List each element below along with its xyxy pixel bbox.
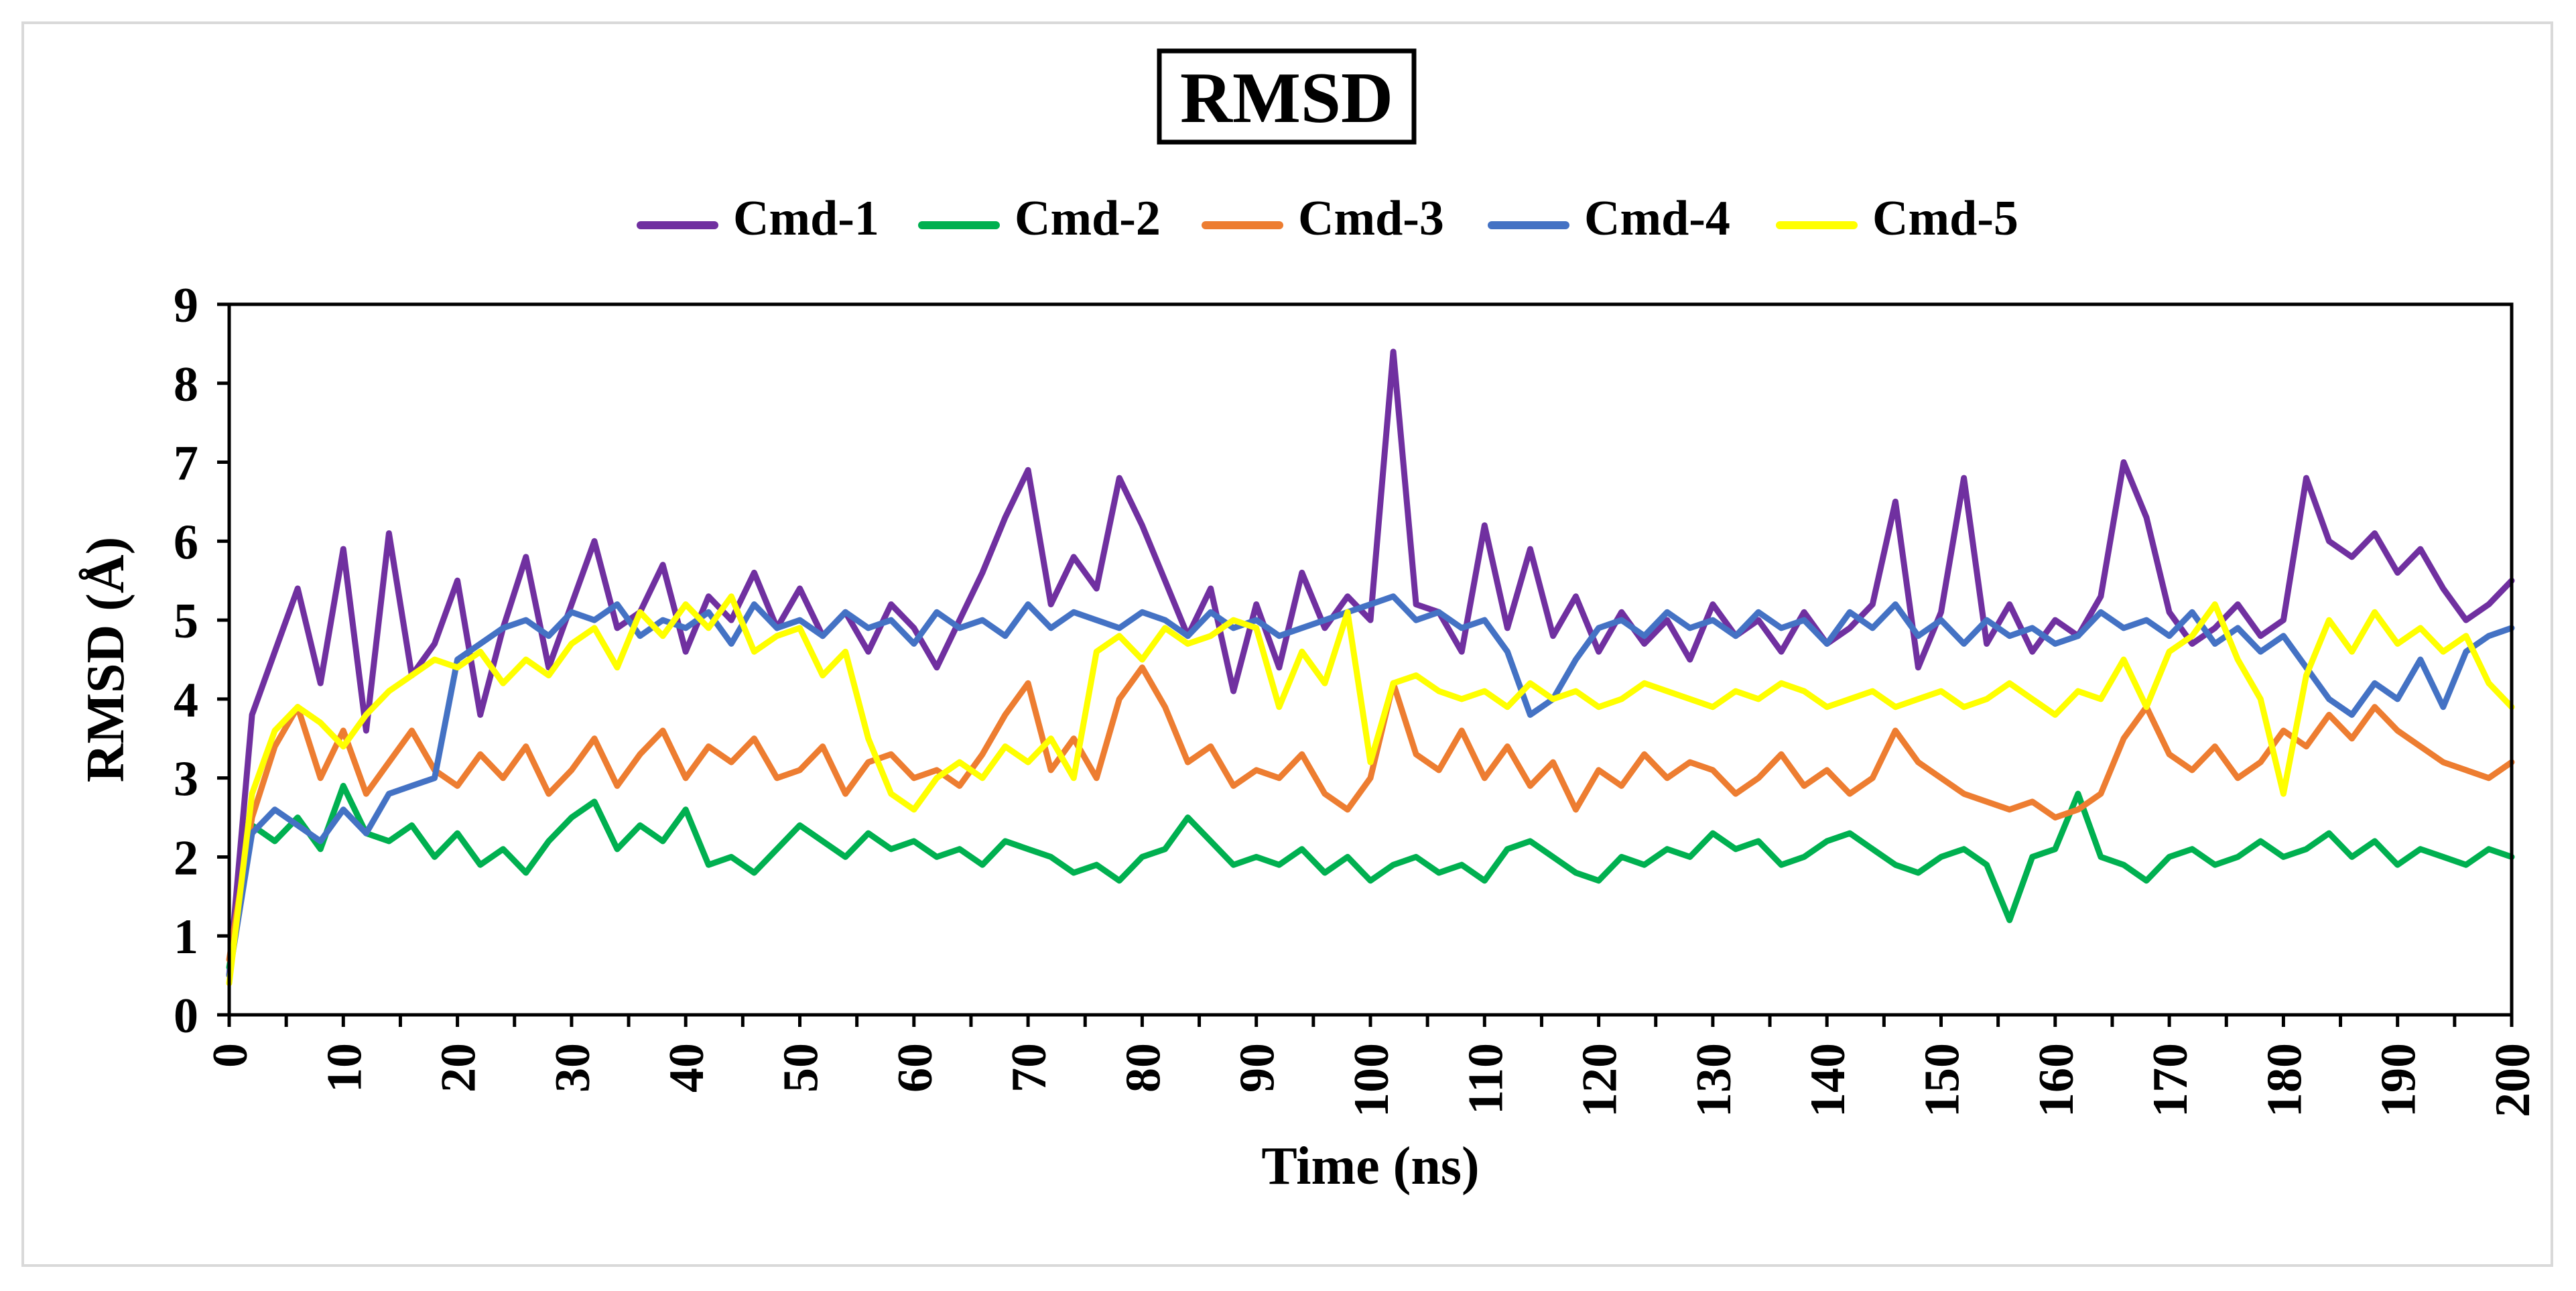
x-tick-label: 30 (545, 1043, 600, 1093)
legend-label-cmd-5: Cmd-5 (1872, 191, 2018, 246)
x-tick-label: 140 (1801, 1043, 1856, 1117)
x-tick-label: 0 (203, 1043, 258, 1068)
x-tick-label: 180 (2257, 1043, 2312, 1117)
x-tick-label: 200 (2486, 1043, 2540, 1117)
legend-label-cmd-2: Cmd-2 (1015, 191, 1161, 246)
x-tick-label: 190 (2372, 1043, 2427, 1117)
x-tick-label: 110 (1458, 1043, 1513, 1115)
series-layer (226, 349, 2515, 987)
x-tick-label: 80 (1116, 1043, 1171, 1093)
y-tick-label: 2 (174, 831, 198, 885)
chart-title: RMSD (1180, 58, 1393, 138)
legend: Cmd-1 Cmd-2 Cmd-3 Cmd-4 Cmd-5 (637, 191, 2018, 246)
y-tick-label: 3 (174, 752, 198, 807)
x-tick-label: 130 (1687, 1043, 1742, 1117)
x-tick-label: 10 (317, 1043, 372, 1093)
legend-label-cmd-1: Cmd-1 (733, 191, 879, 246)
x-tick-label: 160 (2029, 1043, 2084, 1117)
y-tick-label: 5 (174, 594, 198, 649)
y-axis-label: RMSD (Å) (76, 537, 135, 783)
y-tick-label: 1 (174, 910, 198, 965)
x-tick-label: 170 (2143, 1043, 2198, 1117)
y-tick-label: 7 (174, 436, 198, 491)
x-tick-label: 50 (774, 1043, 829, 1093)
title-box (1157, 48, 1417, 145)
series-line-cmd-1 (226, 349, 2515, 979)
x-tick-label: 90 (1230, 1043, 1285, 1093)
series-line-cmd-3 (226, 664, 2515, 963)
x-tick-label: 40 (659, 1043, 714, 1093)
rmsd-line-chart: RMSD Cmd-1 Cmd-2 Cmd-3 Cmd-4 Cmd-5 0 1 2 3 4 5 6 7 8… (76, 48, 2540, 1196)
x-tick-label: 100 (1344, 1043, 1399, 1117)
chart-frame: RMSD Cmd-1 Cmd-2 Cmd-3 Cmd-4 Cmd-5 0 1 2 3 4 5 6 7 8… (21, 21, 2553, 1267)
series-line-cmd-2 (226, 782, 2515, 971)
y-tick-label: 6 (174, 515, 198, 570)
x-tick-label: 150 (1915, 1043, 1970, 1117)
series-line-cmd-5 (226, 593, 2515, 987)
plot-area-border (227, 302, 2514, 1017)
y-tick-label: 0 (174, 989, 198, 1044)
legend-label-cmd-4: Cmd-4 (1584, 191, 1730, 246)
y-tick-label: 4 (174, 673, 198, 728)
x-tick-label: 60 (888, 1043, 943, 1093)
series-line-cmd-4 (226, 593, 2515, 979)
x-tick-label: 120 (1573, 1043, 1628, 1117)
y-tick-label: 9 (174, 278, 198, 333)
x-tick-label: 70 (1002, 1043, 1057, 1093)
x-axis-label: Time (ns) (1261, 1137, 1479, 1196)
legend-label-cmd-3: Cmd-3 (1298, 191, 1444, 246)
x-tick-label: 20 (432, 1043, 487, 1093)
y-tick-label: 8 (174, 357, 198, 412)
